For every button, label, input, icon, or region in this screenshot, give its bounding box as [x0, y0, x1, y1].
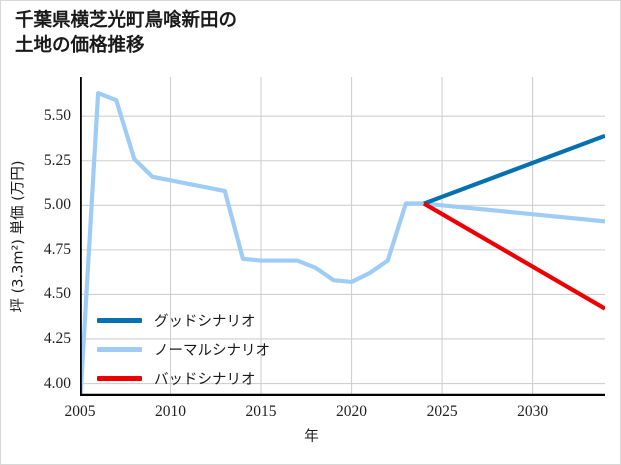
legend-color-swatch: [97, 375, 142, 381]
y-tick-label: 4.75: [43, 240, 71, 258]
legend-color-swatch: [97, 317, 142, 323]
y-tick-label: 4.00: [43, 374, 71, 392]
x-tick-label: 2030: [517, 403, 549, 420]
plot-area: 4.00 4.25 4.50 4.75 5.00 5.25 5.50 2005 2010 201…: [44, 77, 605, 420]
y-tick-label: 4.25: [43, 329, 71, 347]
x-axis-label: 年: [304, 429, 319, 445]
y-axis-label: 坪 (3.3m²) 単価 (万円): [7, 77, 27, 396]
x-tick-label: 2025: [426, 403, 458, 420]
series-line-projection: [423, 133, 605, 206]
y-tick-label: 5.25: [43, 151, 71, 169]
x-tick-label: 2005: [64, 403, 96, 420]
x-tick-label: 2015: [245, 403, 277, 420]
legend-item[interactable]: ノーマルシナリオ: [97, 340, 270, 359]
legend-label: ノーマルシナリオ: [154, 342, 270, 359]
chart-canvas: [80, 77, 605, 396]
chart-legend: グッドシナリオ ノーマルシナリオ バッドシナリオ: [97, 311, 270, 388]
legend-label: グッドシナリオ: [154, 313, 256, 330]
legend-color-swatch: [97, 346, 142, 352]
legend-item[interactable]: バッドシナリオ: [97, 369, 270, 388]
x-tick-label: 2020: [336, 403, 368, 420]
series-line-history-and-normal-projection: [80, 90, 605, 396]
y-tick-label: 4.50: [43, 285, 71, 303]
page-title: 千葉県横芝光町鳥喰新田の 土地の価格推移: [15, 10, 238, 56]
legend-item[interactable]: グッドシナリオ: [97, 311, 270, 330]
gridlines: [80, 77, 605, 396]
x-tick-label: 2010: [155, 403, 187, 420]
y-axis-label-text: 坪 (3.3m²) 単価 (万円): [10, 160, 27, 313]
y-tick-label: 5.50: [43, 107, 71, 125]
series-line-projection: [422, 201, 605, 311]
legend-label: バッドシナリオ: [154, 371, 256, 388]
y-tick-label: 5.00: [43, 196, 71, 214]
data-series-group: [80, 90, 605, 396]
